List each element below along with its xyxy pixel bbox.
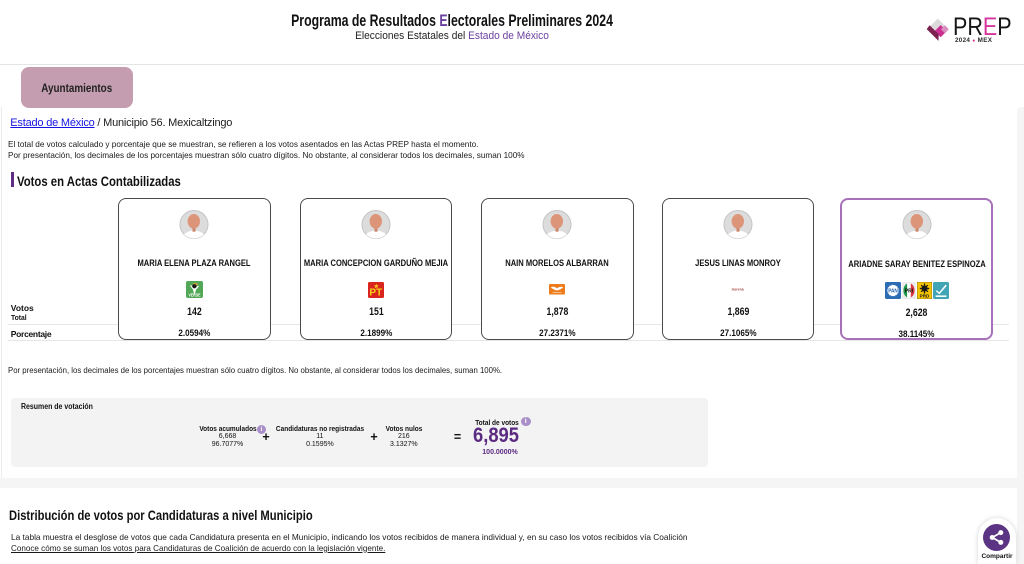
svg-text:PRI: PRI bbox=[904, 289, 913, 295]
svg-text:PRD: PRD bbox=[919, 294, 929, 299]
svg-text:PAN: PAN bbox=[888, 289, 898, 295]
svg-text:PT: PT bbox=[369, 287, 382, 297]
svg-text:VERDE: VERDE bbox=[188, 293, 200, 298]
